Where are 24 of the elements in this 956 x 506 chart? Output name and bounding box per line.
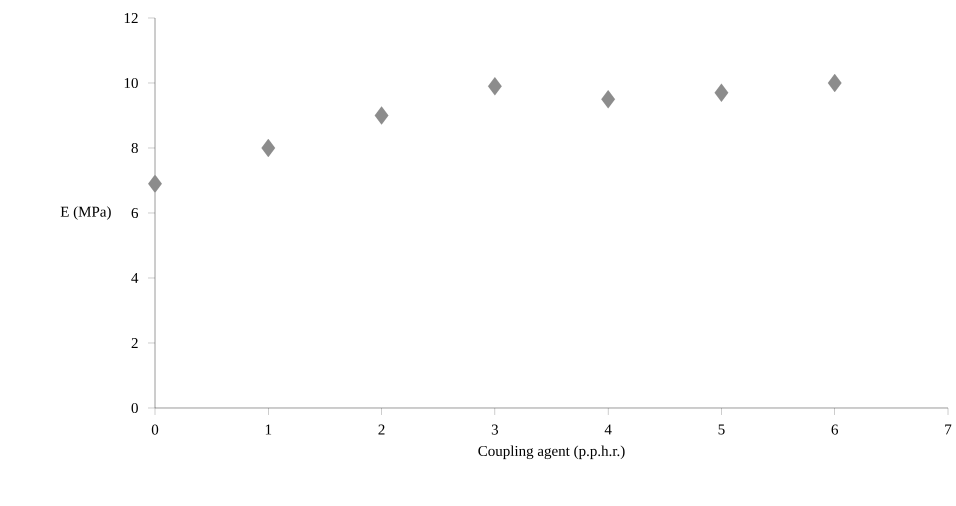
x-tick-label: 2 <box>378 424 384 434</box>
x-tick-label: 5 <box>718 424 725 434</box>
y-tick-label: 12 <box>124 13 138 23</box>
point <box>148 174 162 193</box>
point <box>601 90 616 108</box>
y-tick-label: 4 <box>131 273 138 283</box>
point <box>488 77 502 96</box>
y-tick-label: 0 <box>132 402 138 414</box>
y-axis-title: E (MPa) <box>60 206 111 220</box>
x-tick-label: 3 <box>492 424 498 435</box>
point <box>714 84 728 102</box>
point <box>374 106 389 125</box>
x-tick-label: 7 <box>945 424 952 434</box>
point <box>828 74 842 92</box>
point <box>261 138 276 158</box>
x-tick-label: 0 <box>152 424 158 435</box>
y-tick-label: 8 <box>132 142 138 154</box>
y-tick-label: 10 <box>124 78 138 88</box>
x-tick-label: 4 <box>604 424 612 434</box>
x-axis-title: Coupling agent (p.p.h.r.) <box>478 445 625 460</box>
x-tick-label: 6 <box>832 424 838 435</box>
x-tick-label: 1 <box>266 424 272 434</box>
y-tick-label: 2 <box>132 338 138 348</box>
y-tick-label: 6 <box>132 208 138 218</box>
